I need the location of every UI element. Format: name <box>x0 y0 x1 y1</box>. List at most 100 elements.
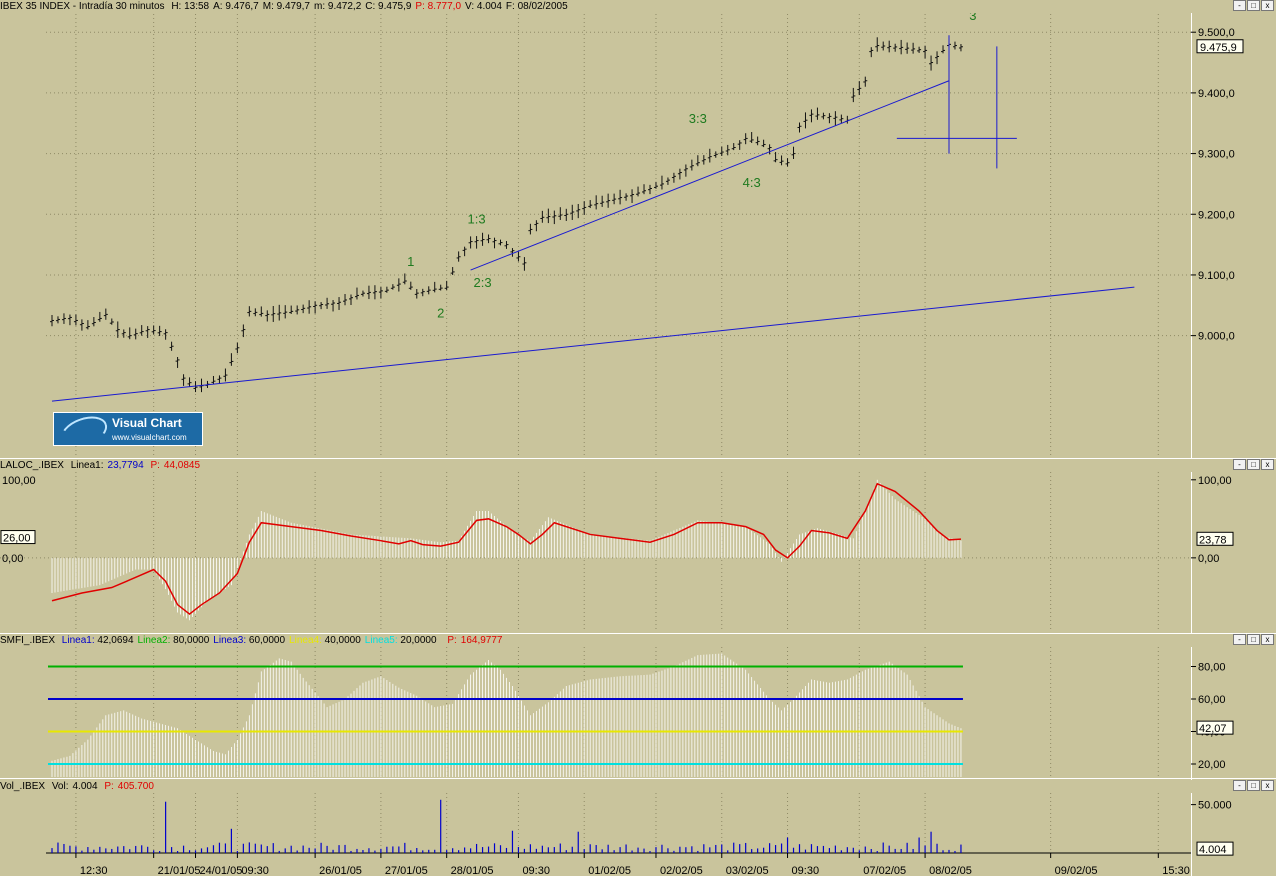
close-button[interactable]: x <box>1261 0 1274 11</box>
volume-current-label: 4.004 <box>1199 844 1227 856</box>
price-stat: F: <box>505 1 518 12</box>
price-stat-value: 4.004 <box>476 1 502 12</box>
trendline <box>470 80 950 271</box>
smfi-line-value: 42,0694 <box>97 635 134 646</box>
laloc-left-label: 26,00 <box>3 533 31 545</box>
y-tick-label: 100,00 <box>1198 475 1232 487</box>
smfi-p-label: P: <box>447 635 457 646</box>
smfi-line-label: Linea2: <box>137 635 174 646</box>
wave-label: 3 <box>969 8 976 23</box>
laloc-p-label: P: <box>150 460 160 471</box>
price-pane <box>0 0 1276 1</box>
close-button[interactable]: x <box>1261 780 1274 791</box>
x-tick-label: 27/01/05 <box>385 865 428 876</box>
visual-chart-logo: Visual Chart www.visualchart.com <box>53 410 203 454</box>
smfi-current-box <box>1196 720 1234 735</box>
smfi-line-label: Linea4: <box>289 635 325 646</box>
price-stat: m: <box>314 1 328 12</box>
price-stat: C: <box>365 1 379 12</box>
smfi-line-label: Linea5: <box>364 635 401 646</box>
smfi-window-controls: - □ x <box>1233 634 1274 645</box>
smfi-name: SMFI_.IBEX <box>0 635 56 646</box>
minimize-button[interactable]: - <box>1233 459 1246 470</box>
y-tick-label: 9.500,0 <box>1198 27 1235 39</box>
smfi-line-label: Linea1: <box>61 635 98 646</box>
x-tick-label: 08/02/05 <box>929 865 972 876</box>
smfi-line-value: 80,0000 <box>173 635 210 646</box>
price-stat: H: <box>171 1 185 12</box>
y-tick-label: 80,00 <box>1198 662 1226 674</box>
x-tick-label: 15:30 <box>1162 865 1190 876</box>
y-tick-label: 20,00 <box>1198 759 1226 771</box>
laloc-linea1-value: 23,7794 <box>107 460 144 471</box>
x-tick-label: 28/01/05 <box>451 865 494 876</box>
laloc-window-controls: - □ x <box>1233 459 1274 470</box>
x-tick-label: 12:30 <box>80 865 108 876</box>
y-tick-label: 9.100,0 <box>1198 270 1235 282</box>
laloc-name: LALOC_.IBEX <box>0 460 64 471</box>
y-tick-label: 9.300,0 <box>1198 149 1235 161</box>
x-tick-label: 03/02/05 <box>726 865 769 876</box>
wave-label: 1 <box>407 254 414 269</box>
laloc-linea1-label: Linea1: <box>70 460 104 471</box>
price-stat: M: <box>262 1 277 12</box>
volume-p-label: P: <box>104 781 114 792</box>
logo-url: www.visualchart.com <box>112 433 187 442</box>
axis-separator <box>1191 13 1192 876</box>
laloc-left-box <box>0 530 36 545</box>
smfi-current-label: 42,07 <box>1199 723 1227 735</box>
volume-current-box <box>1196 841 1234 856</box>
volume-window-controls: - □ x <box>1233 780 1274 791</box>
y-tick-label: 9.400,0 <box>1198 88 1235 100</box>
x-tick-label: 09:30 <box>241 865 269 876</box>
price-stat-value: 08/02/2005 <box>517 1 568 12</box>
x-tick-label: 09:30 <box>522 865 550 876</box>
price-stat-value: 13:58 <box>184 1 210 12</box>
minimize-button[interactable]: - <box>1233 0 1246 11</box>
y-tick-label: 60,00 <box>1198 694 1226 706</box>
price-stat-value: 9.476,7 <box>225 1 259 12</box>
price-stat: A: <box>213 1 226 12</box>
close-button[interactable]: x <box>1261 634 1274 645</box>
x-tick-label: 26/01/05 <box>319 865 362 876</box>
last-price-box <box>1196 39 1244 54</box>
x-tick-label: 21/01/05 <box>158 865 201 876</box>
price-window-controls: - □ x <box>1233 0 1274 11</box>
price-stat-value: 9.479,7 <box>276 1 310 12</box>
x-tick-label: 01/02/05 <box>588 865 631 876</box>
logo-title: Visual Chart <box>112 416 182 430</box>
smfi-line-value: 40,0000 <box>324 635 361 646</box>
smfi-title-bar: SMFI_.IBEX Linea1: 42,0694 Linea2: 80,000… <box>0 634 1276 647</box>
price-stat: P: <box>415 1 428 12</box>
price-stat: V: <box>465 1 477 12</box>
left-y-tick-label: 0,00 <box>2 553 23 565</box>
y-tick-label: 0,00 <box>1198 553 1219 565</box>
last-price-label: 9.475,9 <box>1200 42 1237 54</box>
smfi-line-value: 20,0000 <box>400 635 437 646</box>
maximize-button[interactable]: □ <box>1247 634 1260 645</box>
price-stats: H: 13:58 A: 9.476,7 M: 9.479,7 m: 9.472,2 C:… <box>171 1 571 12</box>
price-stat-value: 9.472,2 <box>327 1 362 12</box>
y-tick-label: 50.000 <box>1198 800 1232 812</box>
x-tick-label: 24/01/05 <box>200 865 243 876</box>
price-stat-value: 8.777,0 <box>427 1 462 12</box>
maximize-button[interactable]: □ <box>1247 459 1260 470</box>
maximize-button[interactable]: □ <box>1247 0 1260 11</box>
close-button[interactable]: x <box>1261 459 1274 470</box>
maximize-button[interactable]: □ <box>1247 780 1260 791</box>
volume-p-value: 405.700 <box>117 781 154 792</box>
laloc-line <box>51 482 962 616</box>
laloc-current-box <box>1196 531 1234 546</box>
volume-name: Vol_.IBEX <box>0 781 46 792</box>
price-title: IBEX 35 INDEX - Intradía 30 minutos <box>0 1 165 12</box>
y-tick-label: 9.200,0 <box>1198 209 1235 221</box>
wave-label: 4:3 <box>743 175 761 190</box>
minimize-button[interactable]: - <box>1233 780 1246 791</box>
minimize-button[interactable]: - <box>1233 634 1246 645</box>
volume-vol-label: Vol: <box>51 781 69 792</box>
wave-label: 2:3 <box>474 275 492 290</box>
laloc-title-bar: LALOC_.IBEX Linea1: 23,7794 P: 44,0845 - □… <box>0 459 1276 472</box>
volume-pane <box>0 778 1276 876</box>
price-title-bar: IBEX 35 INDEX - Intradía 30 minutos H: 1… <box>0 0 1276 13</box>
